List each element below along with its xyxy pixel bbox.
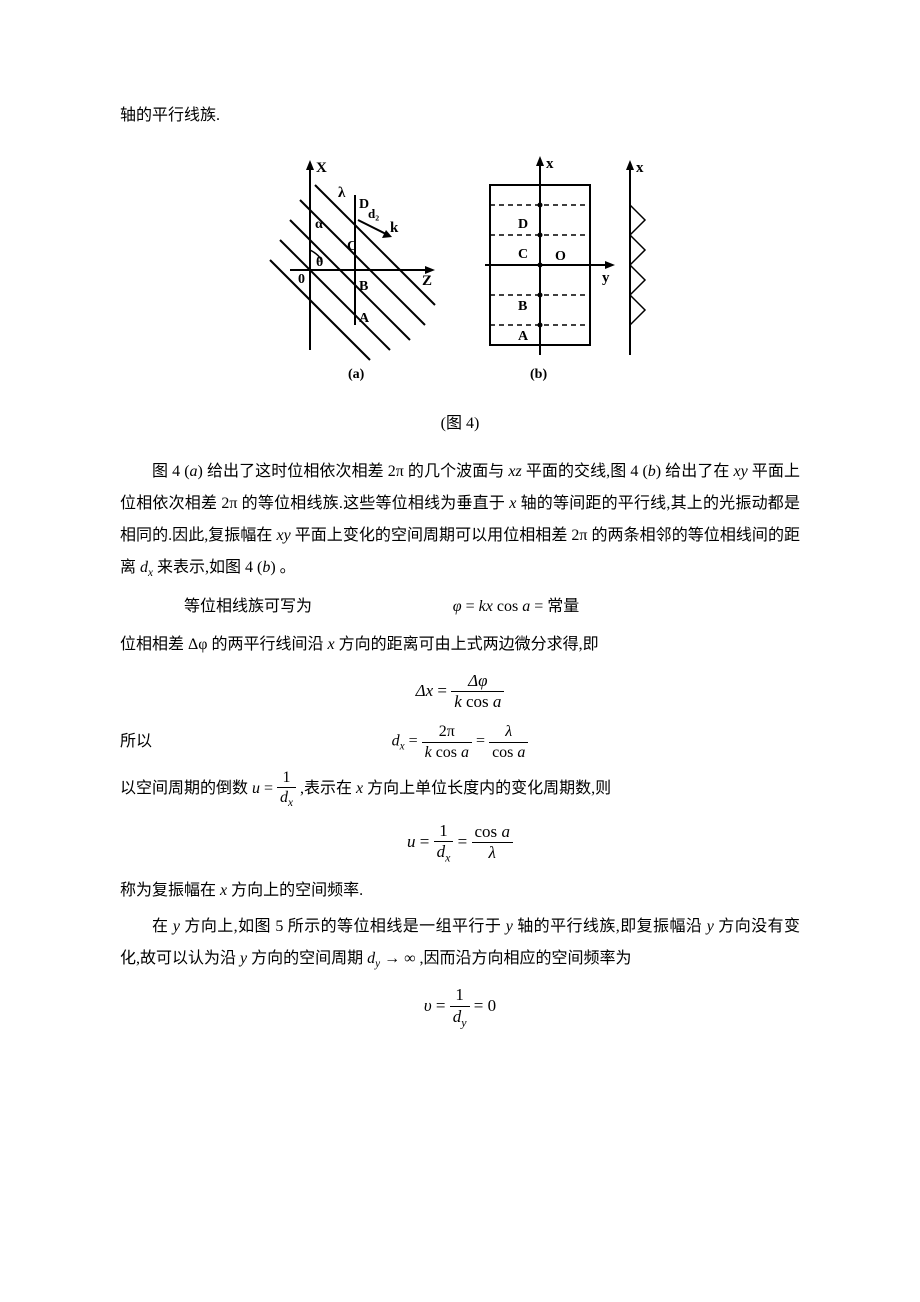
point-A-a: A (359, 311, 370, 326)
figure-caption: (图 4) (120, 408, 800, 440)
equation-u: u = 1dx = cos aλ (120, 821, 800, 865)
text: 轴的平行线族. (120, 107, 220, 124)
extra-x-label: x (636, 160, 644, 176)
k-label: k (390, 220, 399, 236)
point-B-a: B (359, 279, 368, 294)
equation-dx: 所以 dx = 2πk cos a = λcos a (120, 722, 800, 761)
row-B: B (518, 299, 527, 314)
paragraph-5: 以空间周期的倒数 u = 1dx ,表示在 x 方向上单位长度内的变化周期数,则 (120, 768, 800, 811)
sublabel-a: (a) (348, 367, 365, 382)
angle-theta: θ (316, 255, 323, 270)
axis-z-label: Z (422, 273, 432, 289)
figure-4a: X Z 0 α θ k λ d₂ (270, 160, 435, 382)
row-D: D (518, 217, 528, 232)
axis-y-label-b: y (602, 270, 610, 286)
point-C-a: C (347, 239, 357, 254)
equation-v: υ = 1dy = 0 (120, 985, 800, 1029)
equation-delta-x: Δx = Δφk cos a (120, 671, 800, 713)
row-A: A (518, 329, 529, 344)
paragraph-opening: 轴的平行线族. (120, 100, 800, 132)
angle-alpha: α (315, 217, 323, 232)
figure-4b: x y O D C B A (485, 156, 645, 382)
row-C: C (518, 247, 528, 262)
sublabel-b: (b) (530, 367, 547, 382)
origin-label-a: 0 (298, 272, 305, 287)
origin-label-b: O (555, 249, 566, 264)
figure-4: X Z 0 α θ k λ d₂ (120, 150, 800, 402)
point-D-a: D (359, 197, 369, 212)
figure-4-svg: X Z 0 α θ k λ d₂ (260, 150, 660, 390)
page: 轴的平行线族. X Z 0 α (0, 0, 920, 1302)
paragraph-1: 图 4 (a) 给出了这时位相依次相差 2π 的几个波面与 xz 平面的交线,图… (120, 456, 800, 585)
paragraph-6: 称为复振幅在 x 方向上的空间频率. (120, 875, 800, 907)
paragraph-3: 位相相差 Δφ 的两平行线间沿 x 方向的距离可由上式两边微分求得,即 (120, 629, 800, 661)
axis-x-label-b: x (546, 156, 554, 172)
lambda-label: λ (338, 185, 346, 201)
d2-label: d₂ (368, 206, 379, 221)
axis-x-label: X (316, 160, 327, 176)
equation-phi: 等位相线族可写为 φ = kx cos a = 常量 (120, 591, 800, 623)
paragraph-7: 在 y 方向上,如图 5 所示的等位相线是一组平行于 y 轴的平行线族,即复振幅… (120, 911, 800, 976)
